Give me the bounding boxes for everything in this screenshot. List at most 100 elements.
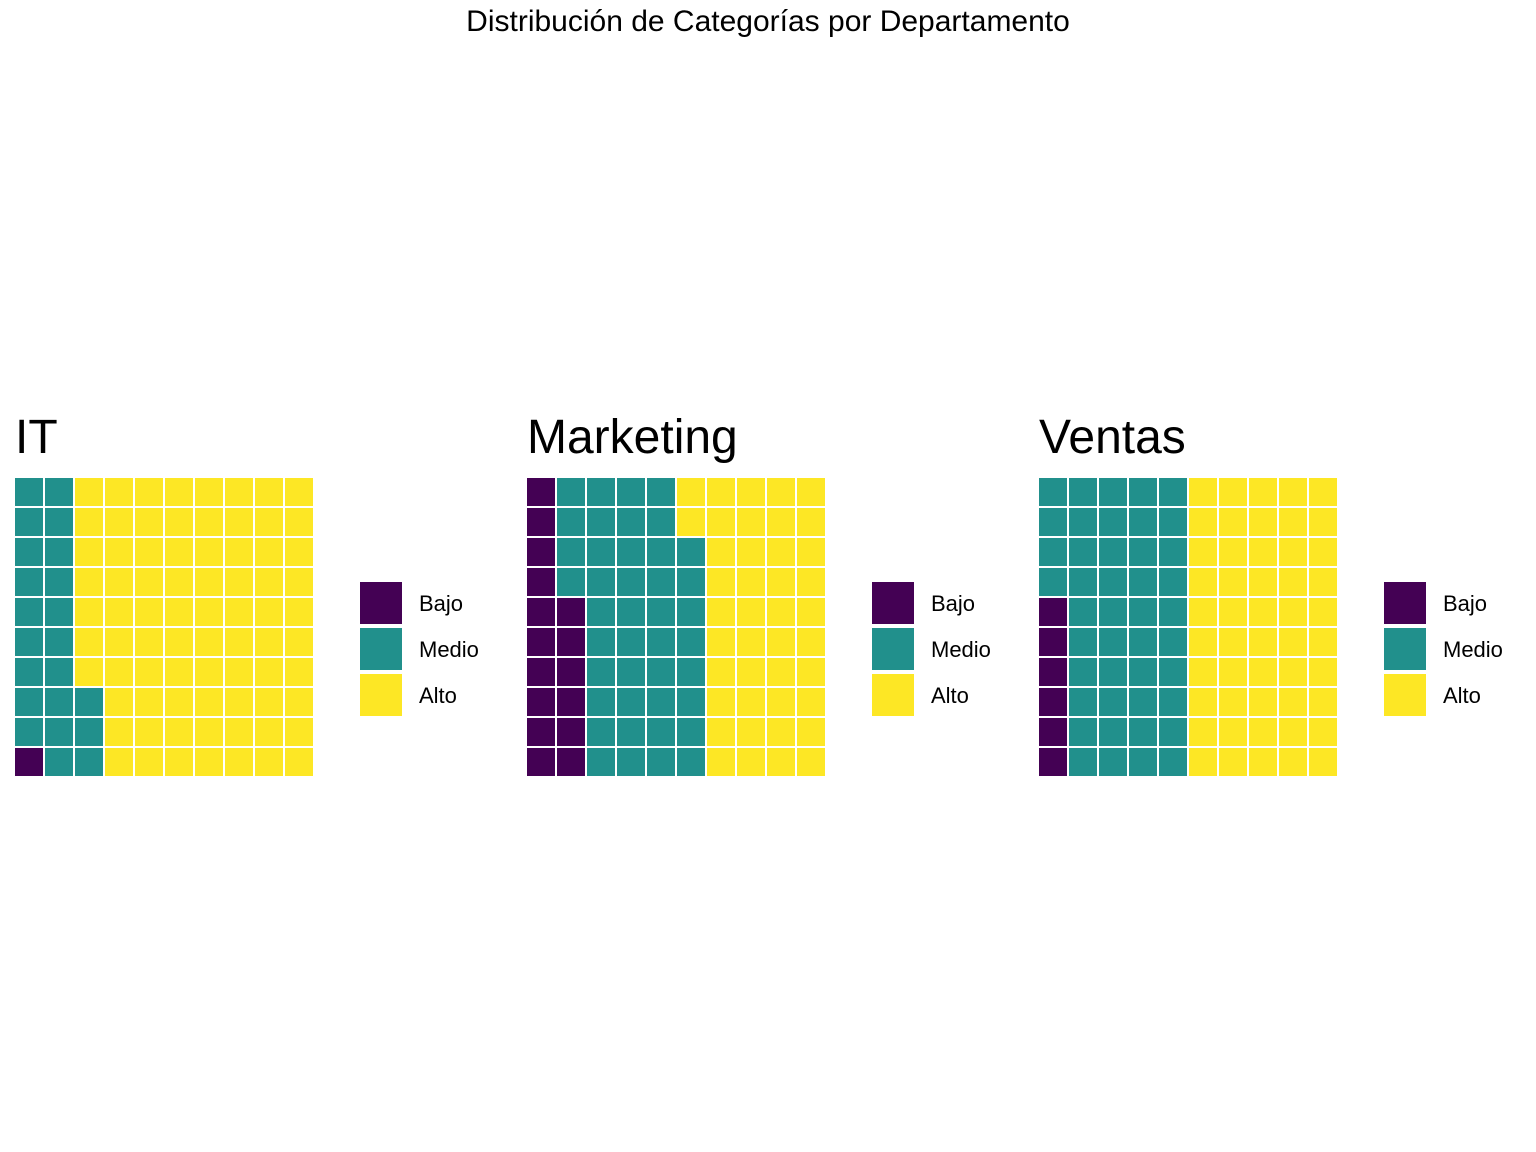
waffle-cell-medio: [647, 598, 675, 626]
waffle-cell-medio: [677, 568, 705, 596]
legend-label-alto: Alto: [1443, 683, 1481, 708]
waffle-cell-medio: [1129, 718, 1157, 746]
waffle-cell-alto: [737, 718, 765, 746]
waffle-cell-medio: [1069, 658, 1097, 686]
waffle-cell-alto: [105, 748, 133, 776]
waffle-cell-alto: [1219, 538, 1247, 566]
waffle-cell-alto: [1249, 628, 1277, 656]
waffle-cell-alto: [737, 568, 765, 596]
waffle-cell-alto: [195, 658, 223, 686]
waffle-cell-alto: [165, 688, 193, 716]
waffle-cell-medio: [15, 508, 43, 536]
waffle-cell-medio: [15, 628, 43, 656]
waffle-cell-alto: [135, 568, 163, 596]
waffle-cell-medio: [1129, 748, 1157, 776]
legend-key-alto: [872, 674, 914, 716]
waffle-cell-medio: [75, 688, 103, 716]
waffle-cell-alto: [797, 658, 825, 686]
waffle-cell-medio: [15, 718, 43, 746]
waffle-cell-medio: [587, 718, 615, 746]
waffle-cell-medio: [587, 748, 615, 776]
waffle-cell-alto: [195, 748, 223, 776]
waffle-cell-medio: [1069, 598, 1097, 626]
waffle-cell-alto: [165, 598, 193, 626]
waffle-cell-alto: [135, 478, 163, 506]
waffle-cell-medio: [1129, 508, 1157, 536]
waffle-cell-bajo: [1039, 688, 1067, 716]
legend-label-bajo: Bajo: [931, 591, 975, 616]
waffle-cell-alto: [165, 658, 193, 686]
waffle-cell-medio: [647, 538, 675, 566]
waffle-cell-alto: [75, 508, 103, 536]
waffle-cell-medio: [1159, 748, 1187, 776]
waffle-cell-medio: [647, 658, 675, 686]
waffle-cell-alto: [255, 688, 283, 716]
waffle-cell-alto: [1279, 508, 1307, 536]
waffle-cell-medio: [617, 658, 645, 686]
legend-key-medio: [872, 628, 914, 670]
legend-it: Bajo Medio Alto: [360, 582, 479, 716]
waffle-cell-alto: [165, 508, 193, 536]
waffle-cell-medio: [557, 568, 585, 596]
legend-key-alto: [360, 674, 402, 716]
waffle-cell-alto: [225, 688, 253, 716]
legend-label-bajo: Bajo: [419, 591, 463, 616]
legend-label-medio: Medio: [419, 637, 479, 662]
waffle-cell-alto: [707, 568, 735, 596]
waffle-cell-alto: [75, 568, 103, 596]
waffle-cell-medio: [1159, 628, 1187, 656]
waffle-cell-alto: [195, 598, 223, 626]
waffle-cell-medio: [1099, 658, 1127, 686]
waffle-cell-alto: [1279, 748, 1307, 776]
waffle-cell-bajo: [557, 628, 585, 656]
waffle-cell-alto: [135, 748, 163, 776]
waffle-cell-alto: [1249, 748, 1277, 776]
waffle-cell-medio: [557, 538, 585, 566]
waffle-cell-medio: [677, 748, 705, 776]
waffle-cell-alto: [105, 688, 133, 716]
legend-key-bajo: [872, 582, 914, 624]
waffle-cell-medio: [647, 718, 675, 746]
waffle-cell-alto: [285, 598, 313, 626]
waffle-cell-medio: [1069, 628, 1097, 656]
waffle-cell-alto: [737, 748, 765, 776]
waffle-cell-alto: [225, 568, 253, 596]
waffle-cell-medio: [647, 688, 675, 716]
waffle-cell-alto: [707, 658, 735, 686]
waffle-cell-alto: [1219, 478, 1247, 506]
waffle-cell-alto: [225, 598, 253, 626]
waffle-cell-medio: [677, 658, 705, 686]
waffle-cell-alto: [105, 718, 133, 746]
waffle-cell-alto: [165, 538, 193, 566]
waffle-cell-alto: [1309, 658, 1337, 686]
waffle-cell-medio: [1039, 508, 1067, 536]
waffle-cell-alto: [767, 568, 795, 596]
waffle-cell-medio: [617, 598, 645, 626]
waffle-cell-alto: [797, 478, 825, 506]
waffle-cell-medio: [617, 568, 645, 596]
waffle-cell-alto: [737, 628, 765, 656]
waffle-cell-medio: [617, 478, 645, 506]
panel-title-it: IT: [15, 411, 58, 464]
waffle-cell-bajo: [1039, 748, 1067, 776]
waffle-cell-alto: [767, 748, 795, 776]
panel-title-marketing: Marketing: [527, 411, 738, 464]
waffle-cell-alto: [1219, 508, 1247, 536]
waffle-cell-alto: [1189, 508, 1217, 536]
waffle-cell-bajo: [527, 748, 555, 776]
waffle-cell-medio: [557, 478, 585, 506]
waffle-cell-alto: [677, 478, 705, 506]
waffle-cell-bajo: [15, 748, 43, 776]
waffle-cell-alto: [135, 508, 163, 536]
waffle-cell-alto: [1279, 568, 1307, 596]
waffle-cell-alto: [195, 688, 223, 716]
waffle-cell-medio: [1099, 748, 1127, 776]
waffle-cell-alto: [75, 538, 103, 566]
waffle-cell-alto: [707, 508, 735, 536]
waffle-cell-medio: [617, 508, 645, 536]
panel-title-ventas: Ventas: [1039, 411, 1186, 464]
waffle-cell-alto: [1279, 718, 1307, 746]
waffle-cell-alto: [225, 538, 253, 566]
waffle-cell-alto: [1309, 748, 1337, 776]
waffle-cell-bajo: [527, 688, 555, 716]
